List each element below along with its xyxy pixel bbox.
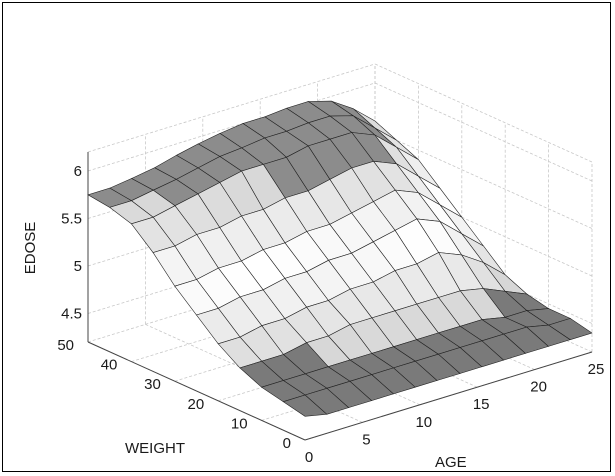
x-axis-line [304, 351, 593, 441]
y-tick-label: 30 [144, 376, 161, 393]
y-tick-label: 50 [57, 337, 74, 354]
z-tick-label: 5 [74, 258, 82, 275]
x-tick-label: 5 [362, 431, 370, 448]
tick-labels: 0 5 10 15 20 25 0 10 20 30 40 50 4.5 5 5.5 6 [57, 163, 604, 466]
z-tick-label: 6 [74, 163, 82, 180]
z-tick-label: 4.5 [61, 306, 82, 323]
x-tick-label: 25 [588, 361, 605, 378]
x-tick-label: 10 [415, 414, 432, 431]
y-tick-label: 10 [231, 415, 248, 432]
y-axis-line [87, 341, 306, 441]
x-tick-label: 0 [305, 449, 313, 466]
surface-mesh [87, 100, 593, 417]
grid-line-back-z [87, 63, 376, 153]
surface-cell [282, 394, 328, 417]
x-tick-label: 20 [530, 379, 547, 396]
grid-line-side-z [374, 63, 593, 163]
x-tick-label: 15 [473, 396, 490, 413]
y-tick-label: 20 [188, 396, 205, 413]
y-axis-label: WEIGHT [125, 440, 185, 457]
z-axis-label: EDOSE [22, 222, 39, 275]
grid-line-back-z [87, 82, 376, 172]
y-tick-label: 0 [283, 435, 291, 452]
z-tick-label: 5.5 [61, 211, 82, 228]
y-tick-label: 40 [101, 357, 118, 374]
x-axis-label: AGE [435, 454, 467, 471]
